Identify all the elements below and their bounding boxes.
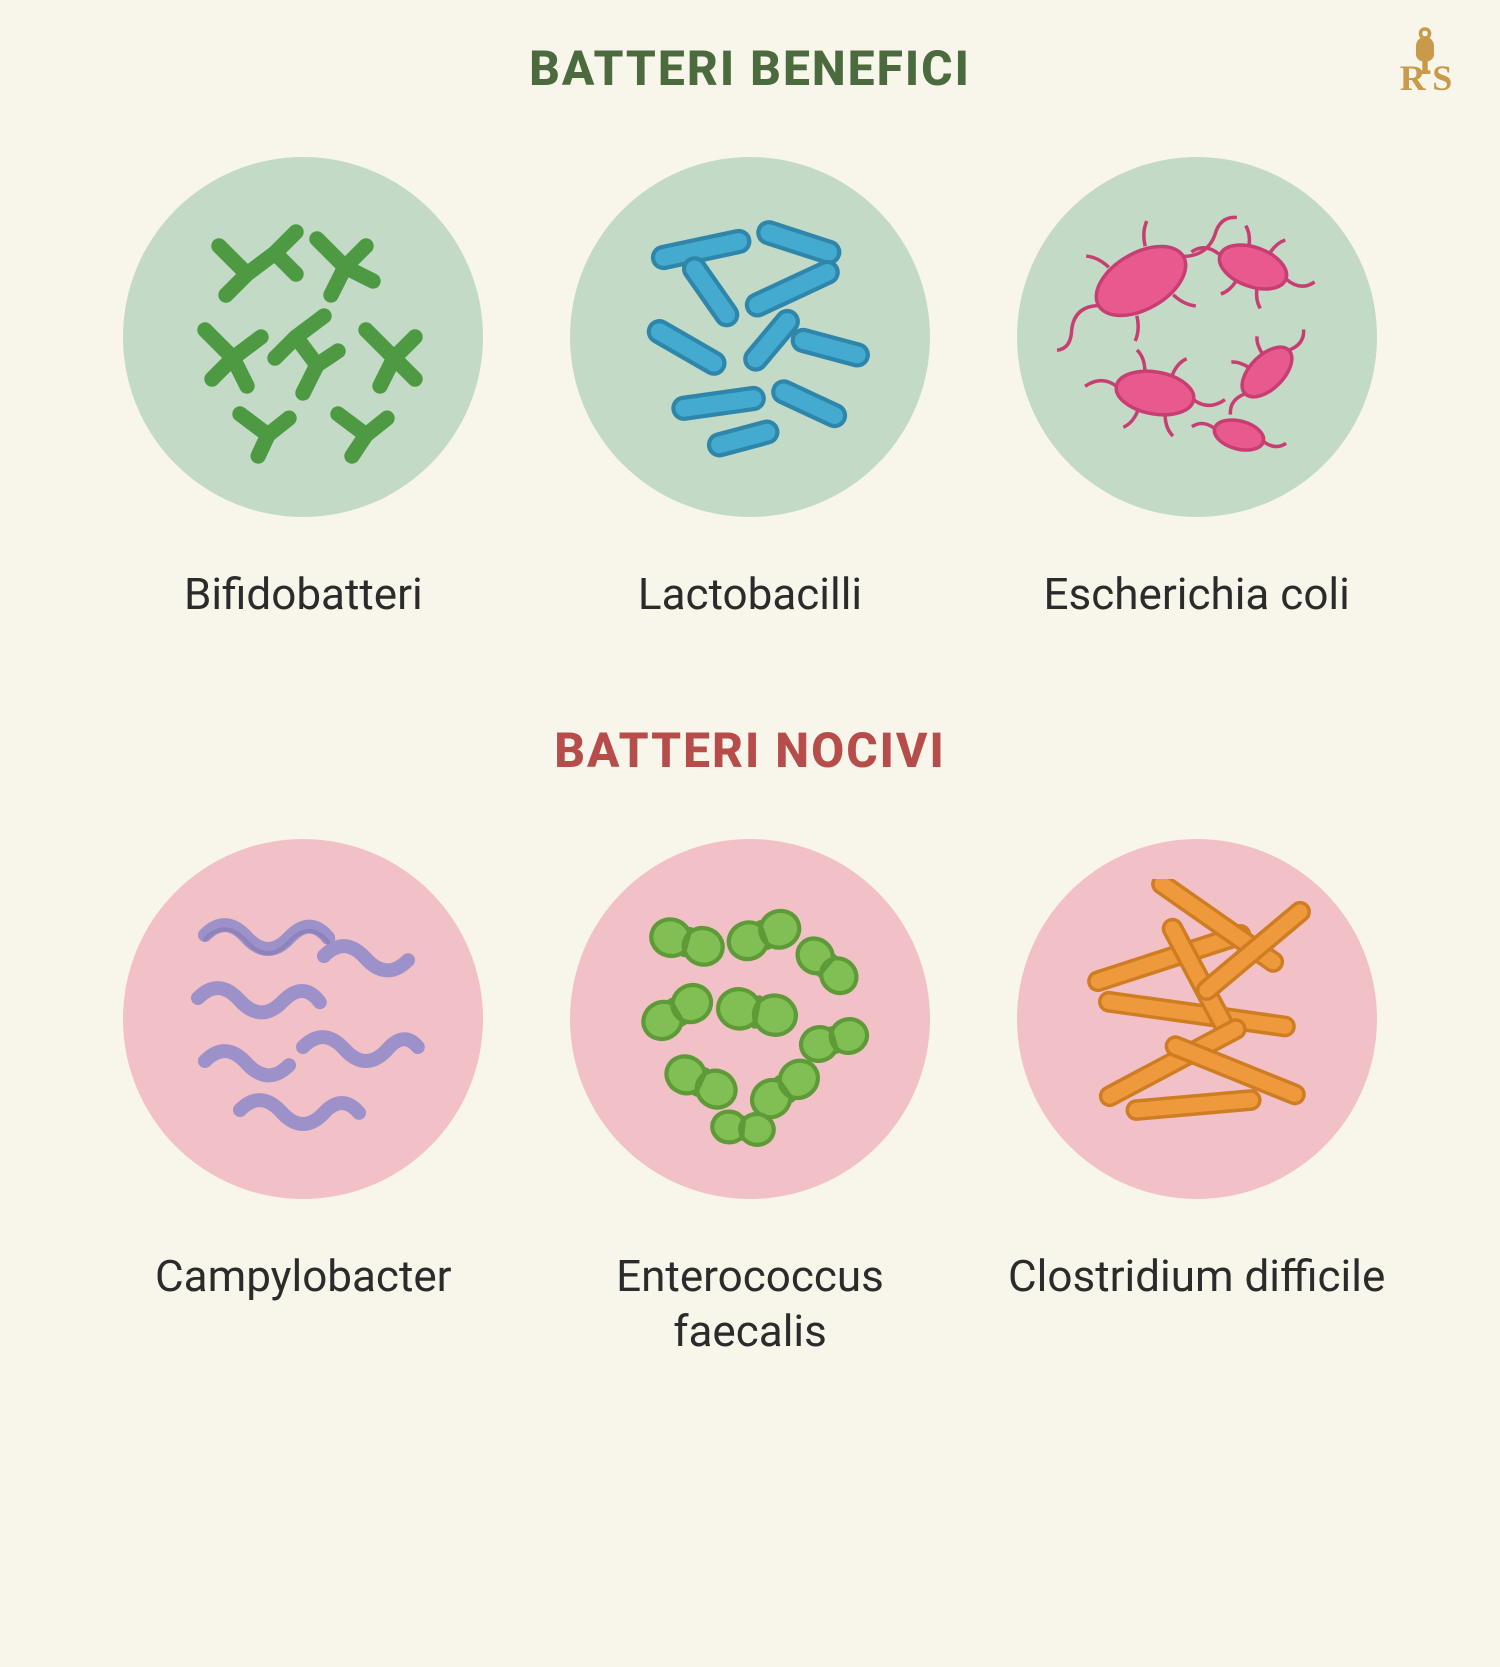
campylobacter-item: Campylobacter xyxy=(80,839,527,1304)
ecoli-item: Escherichia coli xyxy=(973,157,1420,622)
lactobacilli-circle xyxy=(570,157,930,517)
clostridium-icon xyxy=(1057,879,1337,1159)
bifidobatteri-circle xyxy=(123,157,483,517)
campylobacter-label: Campylobacter xyxy=(155,1249,452,1304)
beneficial-section: BATTERI BENEFICI xyxy=(80,40,1420,622)
lactobacilli-label: Lactobacilli xyxy=(638,567,862,622)
enterococcus-item: Enterococcus faecalis xyxy=(527,839,974,1359)
clostridium-item: Clostridium difficile xyxy=(973,839,1420,1304)
harmful-section: BATTERI NOCIVI Cam xyxy=(80,722,1420,1359)
bifidobatteri-label: Bifidobatteri xyxy=(184,567,423,622)
campylobacter-circle xyxy=(123,839,483,1199)
svg-text:S: S xyxy=(1432,58,1454,98)
beneficial-row: Bifidobatteri xyxy=(80,157,1420,622)
enterococcus-circle xyxy=(570,839,930,1199)
lactobacilli-icon xyxy=(610,197,890,477)
ecoli-icon xyxy=(1057,197,1337,477)
beneficial-title: BATTERI BENEFICI xyxy=(80,40,1420,97)
ecoli-circle xyxy=(1017,157,1377,517)
ecoli-label: Escherichia coli xyxy=(1044,567,1350,622)
clostridium-circle xyxy=(1017,839,1377,1199)
lactobacilli-item: Lactobacilli xyxy=(527,157,974,622)
clostridium-label: Clostridium difficile xyxy=(1008,1249,1385,1304)
bifidobatteri-icon xyxy=(163,197,443,477)
harmful-row: Campylobacter xyxy=(80,839,1420,1359)
svg-text:R: R xyxy=(1400,58,1428,98)
harmful-title: BATTERI NOCIVI xyxy=(80,722,1420,779)
enterococcus-label: Enterococcus faecalis xyxy=(547,1249,954,1359)
enterococcus-icon xyxy=(610,879,890,1159)
campylobacter-icon xyxy=(163,879,443,1159)
bifidobatteri-item: Bifidobatteri xyxy=(80,157,527,622)
logo: R S xyxy=(1380,20,1470,121)
